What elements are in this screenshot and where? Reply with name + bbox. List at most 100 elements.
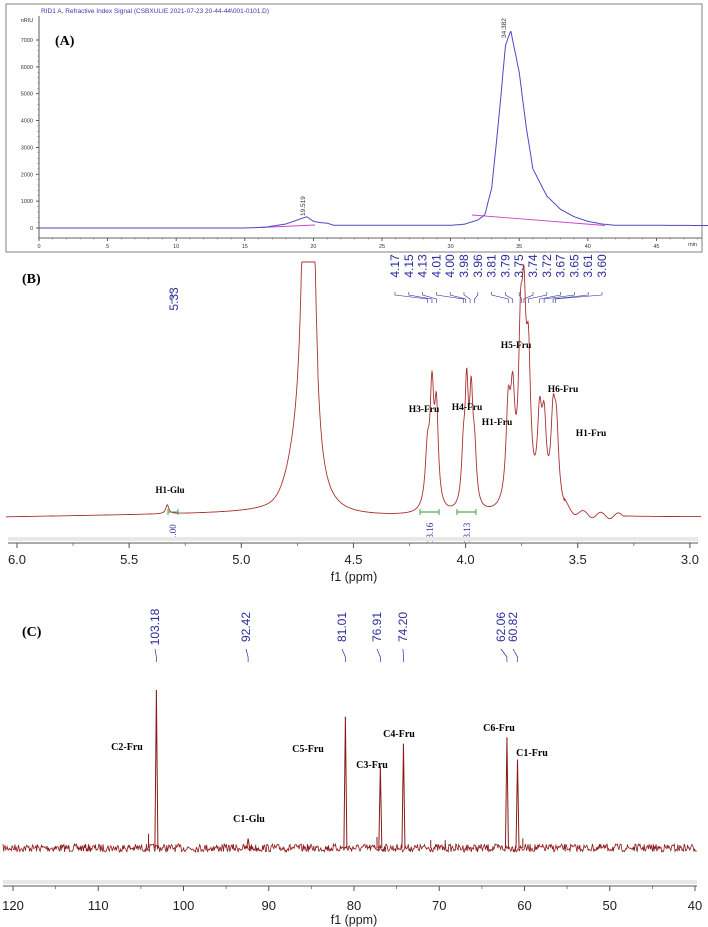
svg-text:3.5: 3.5 <box>569 552 587 567</box>
assignment-h6-fru: H6-Fru <box>548 385 579 395</box>
svg-text:74.20: 74.20 <box>396 612 410 642</box>
svg-text:3000: 3000 <box>21 145 33 151</box>
svg-text:20: 20 <box>310 244 316 250</box>
axis-band <box>3 880 697 884</box>
svg-text:3.65: 3.65 <box>567 254 581 278</box>
svg-text:3.60: 3.60 <box>595 254 609 278</box>
x-axis-ticks: 0 5 10 15 20 25 30 35 40 45 <box>37 238 698 250</box>
assignment-h3-fru: H3-Fru <box>409 405 440 415</box>
svg-text:40: 40 <box>688 898 702 913</box>
svg-text:4.01: 4.01 <box>429 254 443 278</box>
integral-markers <box>167 509 477 515</box>
svg-text:35: 35 <box>516 244 522 250</box>
13c-nmr-trace <box>2 842 697 854</box>
svg-text:30: 30 <box>448 244 454 250</box>
svg-text:120: 120 <box>2 898 24 913</box>
shift-label-5-33: 5.33 <box>167 287 181 311</box>
svg-text:50: 50 <box>603 898 617 913</box>
assignment-c2-fru: C2-Fru <box>111 742 143 753</box>
svg-text:60.82: 60.82 <box>506 612 520 642</box>
assignment-h1-fru-a: H1-Fru <box>482 418 513 428</box>
assignment-c3-fru: C3-Fru <box>356 760 388 771</box>
svg-text:81.01: 81.01 <box>335 612 349 642</box>
svg-text:110: 110 <box>88 898 109 913</box>
svg-text:25: 25 <box>379 244 385 250</box>
integral-value-13-13: 13.13 <box>462 522 472 543</box>
svg-text:3.96: 3.96 <box>471 254 485 278</box>
svg-text:15: 15 <box>242 244 248 250</box>
svg-text:0: 0 <box>30 226 33 232</box>
panel-c-label: (C) <box>22 625 42 640</box>
svg-text:4.00: 4.00 <box>443 254 457 278</box>
assignment-h5-fru: H5-Fru <box>501 341 532 351</box>
svg-text:92.42: 92.42 <box>239 612 253 642</box>
assignment-h1-glu: H1-Glu <box>155 485 184 495</box>
assignment-c1-glu: C1-Glu <box>233 814 265 825</box>
svg-text:3.61: 3.61 <box>581 254 595 278</box>
1h-nmr-trace <box>5 261 702 520</box>
axis-band <box>8 537 698 541</box>
svg-text:1000: 1000 <box>21 199 33 205</box>
integration-baseline-2 <box>471 214 606 226</box>
svg-text:3.72: 3.72 <box>540 254 554 278</box>
peak-tip-markers <box>155 690 519 843</box>
svg-text:90: 90 <box>262 898 276 913</box>
x-axis-title: f1 (ppm) <box>331 570 378 584</box>
panel-c-13c-nmr: (C) 103.18 92.42 81.01 76.91 74.20 62.0660.82… <box>2 608 702 927</box>
svg-text:4.17: 4.17 <box>388 254 402 278</box>
svg-text:4000: 4000 <box>21 119 33 125</box>
x-unit-label: min <box>688 242 697 248</box>
svg-text:40: 40 <box>585 244 591 250</box>
svg-text:5.0: 5.0 <box>232 552 250 567</box>
panel-b-1h-nmr: (B) 5.33 4.17 4.15 4.13 4.01 4.00 3.98 3.96 3.8… <box>5 254 702 584</box>
svg-text:4.15: 4.15 <box>402 254 416 278</box>
svg-text:2000: 2000 <box>21 172 33 178</box>
assignment-h1-fru-b: H1-Fru <box>576 429 607 439</box>
x-axis-ticks: 6.0 5.5 5.0 4.5 4.0 3.5 3.0 <box>8 543 699 567</box>
svg-text:6.0: 6.0 <box>8 552 26 567</box>
svg-text:5000: 5000 <box>21 92 33 98</box>
panel-a-header: RID1 A, Refractive Index Signal (CSBXULI… <box>41 8 269 15</box>
svg-text:7000: 7000 <box>21 38 33 44</box>
svg-text:0: 0 <box>37 244 40 250</box>
assignment-c4-fru: C4-Fru <box>383 729 415 740</box>
svg-text:3.98: 3.98 <box>457 254 471 278</box>
integral-value-1-00: 1.00 <box>168 524 178 540</box>
svg-text:3.81: 3.81 <box>485 254 499 278</box>
assignment-c5-fru: C5-Fru <box>292 744 324 755</box>
svg-text:3.74: 3.74 <box>526 254 540 278</box>
svg-text:62.06: 62.06 <box>494 612 508 642</box>
svg-text:60: 60 <box>517 898 531 913</box>
svg-text:6000: 6000 <box>21 65 33 71</box>
svg-text:4.5: 4.5 <box>344 552 362 567</box>
svg-text:10: 10 <box>173 244 179 250</box>
svg-text:100: 100 <box>173 898 195 913</box>
x-axis-ticks: 120 110 100 90 80 70 60 50 40 <box>2 886 702 913</box>
y-axis-ticks: 0 1000 2000 3000 4000 5000 6000 7000 <box>21 38 39 232</box>
peak-label-19-519: 19.519 <box>300 196 307 216</box>
svg-text:70: 70 <box>432 898 446 913</box>
panel-a-frame <box>5 3 703 253</box>
integral-value-13-16: 13.16 <box>425 522 435 543</box>
svg-text:3.67: 3.67 <box>554 254 568 278</box>
svg-text:3.0: 3.0 <box>681 552 699 567</box>
svg-text:80: 80 <box>347 898 361 913</box>
assignment-h4-fru: H4-Fru <box>452 403 483 413</box>
svg-text:5.5: 5.5 <box>120 552 138 567</box>
x-axis-title: f1 (ppm) <box>331 913 378 927</box>
panel-a-hplc-chromatogram: RID1 A, Refractive Index Signal (CSBXULI… <box>5 3 708 253</box>
assignment-c1-fru: C1-Fru <box>516 748 548 759</box>
shift-label-group: 4.17 4.15 4.13 4.01 4.00 3.98 3.96 3.81 3.79 3.75… <box>388 254 609 303</box>
peak-label-34-382: 34.382 <box>501 18 508 38</box>
svg-text:5: 5 <box>106 244 109 250</box>
rid-signal-trace <box>39 31 708 229</box>
svg-text:45: 45 <box>653 244 659 250</box>
panel-b-label: (B) <box>22 272 41 287</box>
y-unit-label: nRIU <box>21 18 34 24</box>
svg-text:3.79: 3.79 <box>498 254 512 278</box>
svg-text:4.0: 4.0 <box>457 552 475 567</box>
svg-text:103.18: 103.18 <box>148 608 162 645</box>
svg-text:76.91: 76.91 <box>370 612 384 642</box>
